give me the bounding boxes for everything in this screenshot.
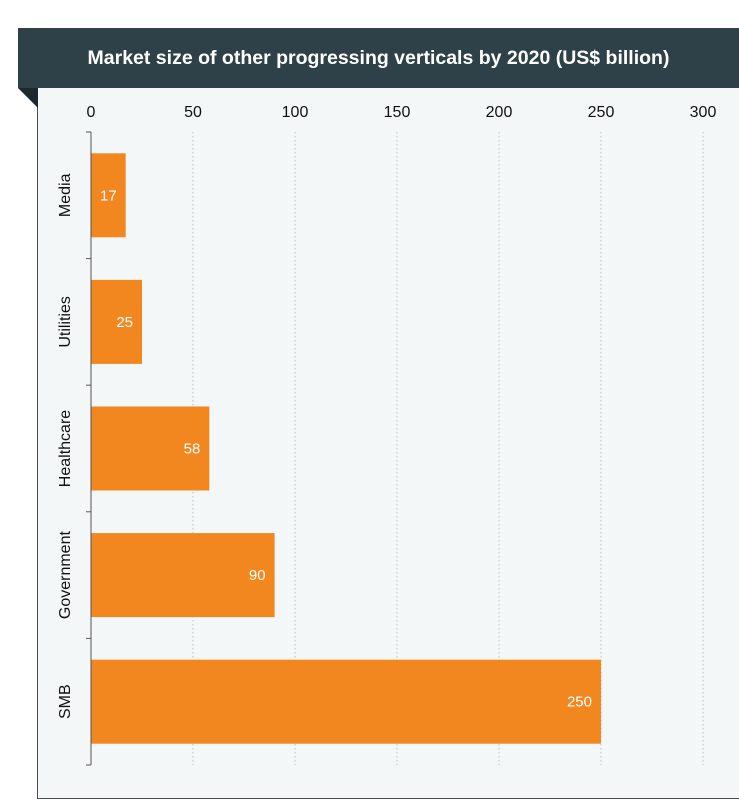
x-axis-ticks: 0 50 100 150 200 250 300 xyxy=(87,104,717,121)
bar-government xyxy=(91,533,275,618)
x-tick-label-100: 100 xyxy=(282,104,309,121)
x-tick-label-150: 150 xyxy=(384,104,411,121)
value-label-government: 90 xyxy=(249,567,266,584)
x-tick-label-250: 250 xyxy=(588,104,615,121)
category-label-government: Government xyxy=(57,531,74,620)
title-banner xyxy=(18,28,739,88)
bars: 17 25 58 90 250 xyxy=(91,153,601,744)
x-tick-label-300: 300 xyxy=(690,104,717,121)
category-label-smb: SMB xyxy=(57,684,74,719)
bar-smb xyxy=(91,659,601,744)
y-axis: Media Utilities Healthcare Government SMB xyxy=(57,131,92,766)
value-label-smb: 250 xyxy=(567,694,592,711)
bar-utilities xyxy=(91,279,142,364)
value-label-healthcare: 58 xyxy=(184,441,201,458)
bar-media xyxy=(91,153,126,238)
category-label-media: Media xyxy=(57,173,74,217)
gridlines xyxy=(192,132,704,765)
category-label-healthcare: Healthcare xyxy=(57,410,74,487)
x-tick-label-0: 0 xyxy=(87,104,96,121)
banner-fold xyxy=(18,88,38,108)
x-tick-label-50: 50 xyxy=(184,104,202,121)
chart-title: Market size of other progressing vertica… xyxy=(87,47,670,69)
value-label-utilities: 25 xyxy=(116,314,133,331)
x-tick-label-200: 200 xyxy=(486,104,513,121)
bar-healthcare xyxy=(91,406,210,491)
category-label-utilities: Utilities xyxy=(57,296,74,348)
value-label-media: 17 xyxy=(100,187,117,204)
